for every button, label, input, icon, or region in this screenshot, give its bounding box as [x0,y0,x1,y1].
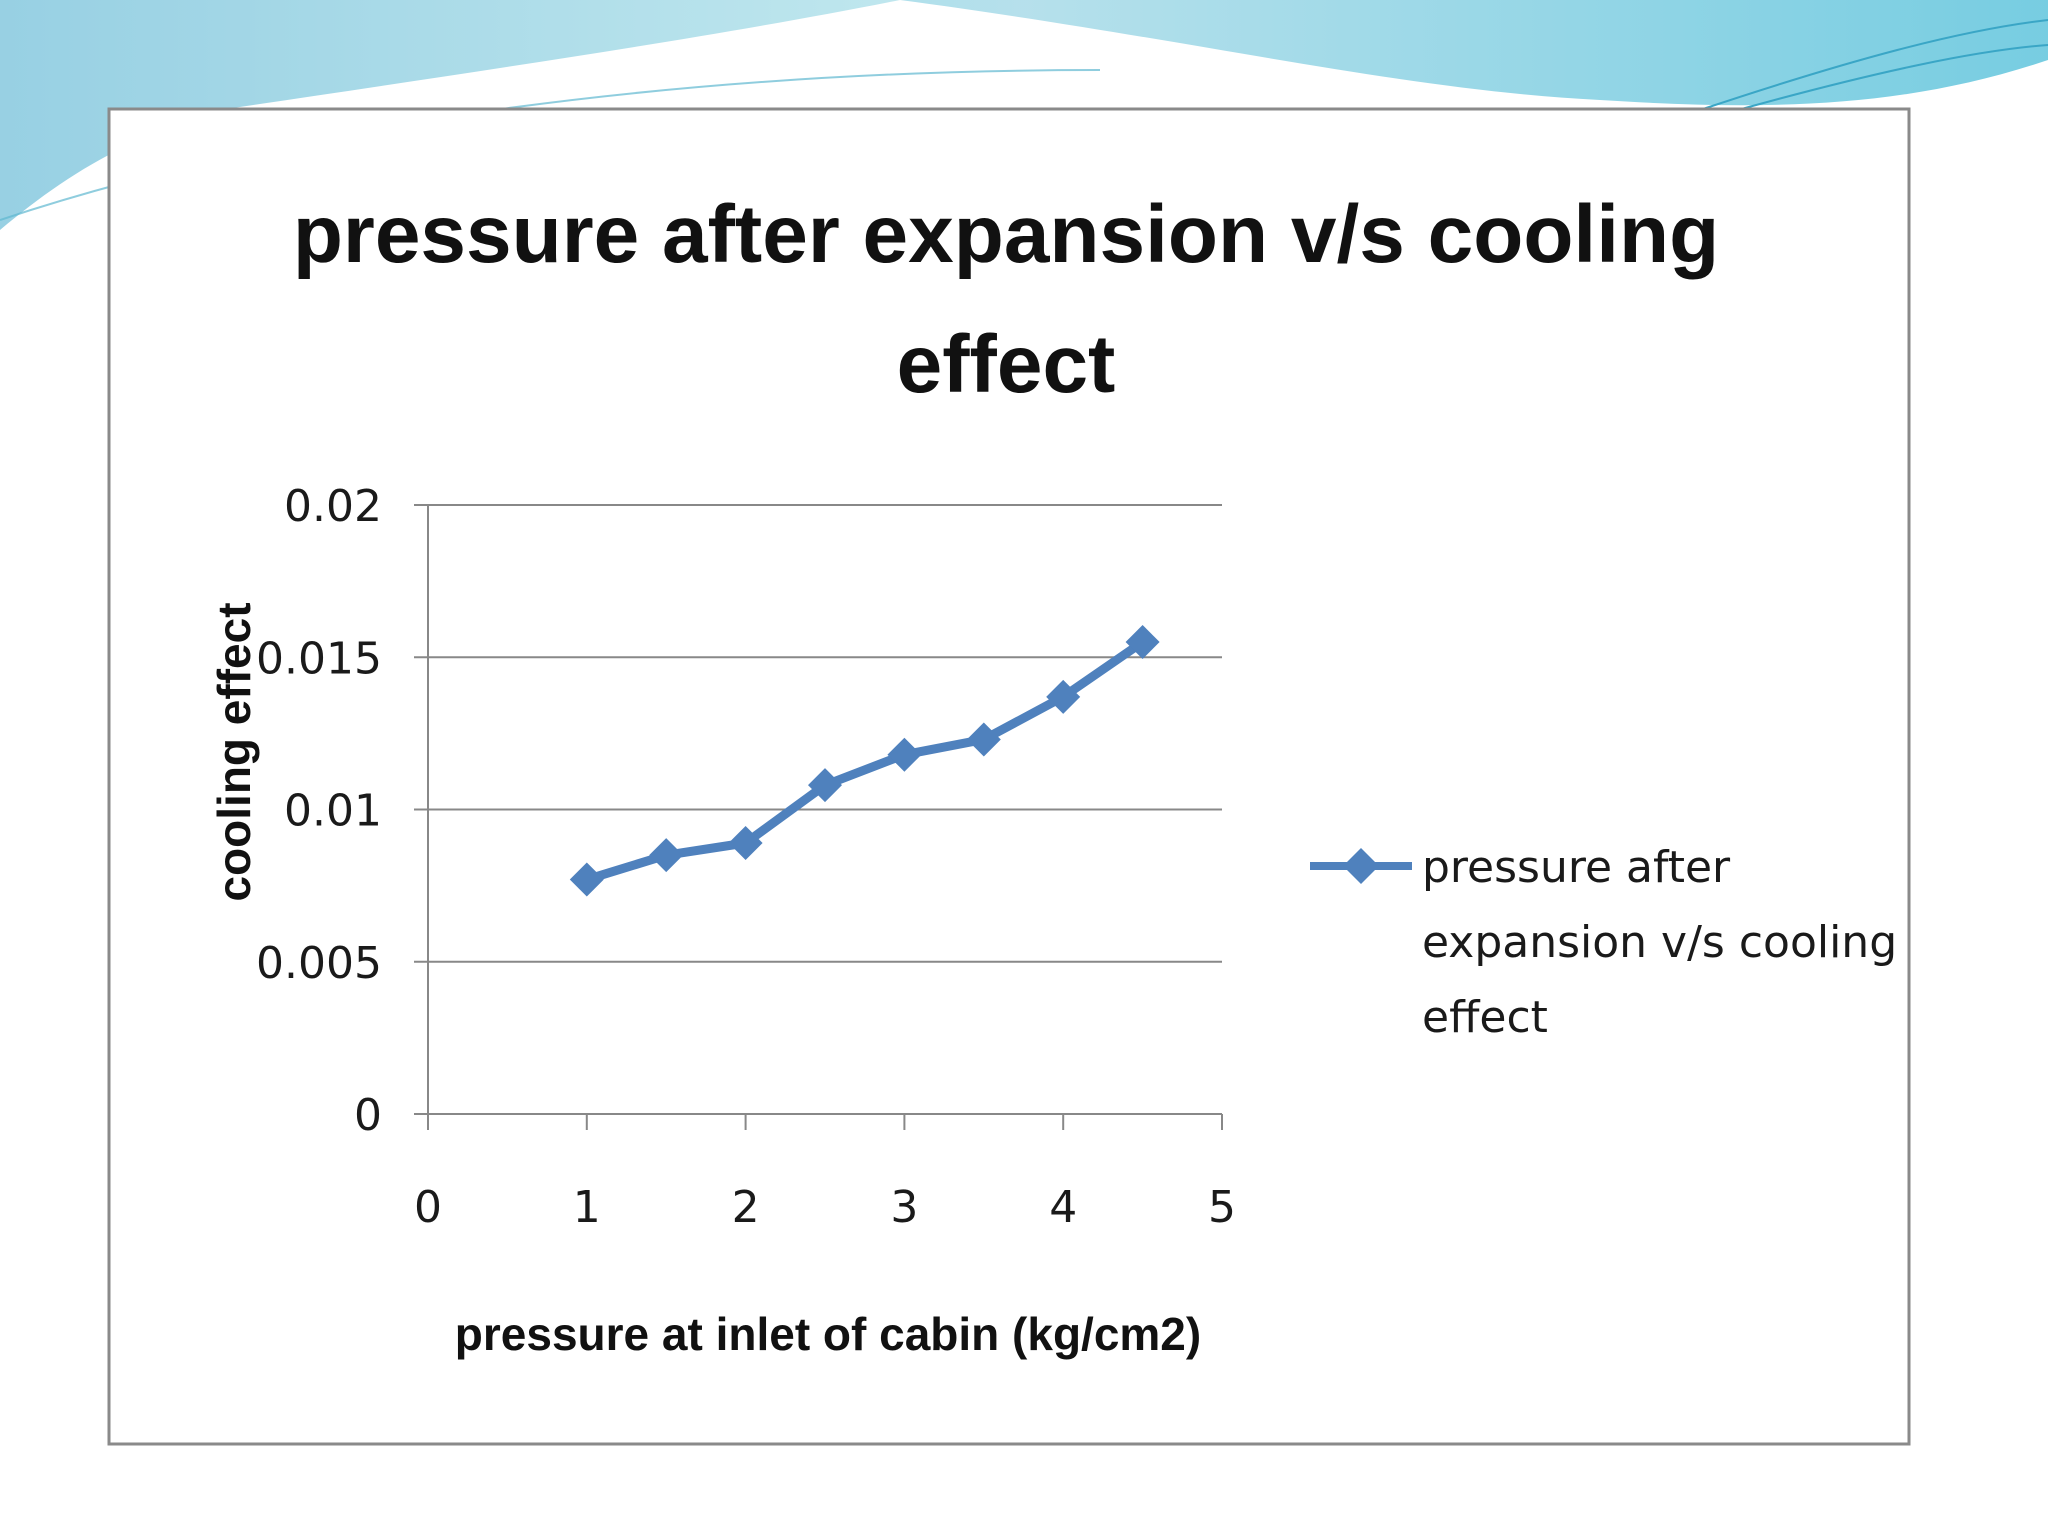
data-point-marker [569,862,604,897]
y-tick-labels: 0 0.005 0.01 0.015 0.02 [256,481,382,1141]
wave-shape-top [0,0,2048,106]
wave-shape-left [0,0,900,230]
gridlines [414,504,1222,963]
legend-label-line-1: pressure after [1422,842,1731,893]
data-point-marker [808,768,842,803]
y-axis-title: cooling effect [208,602,260,901]
legend-diamond-marker [1343,848,1379,884]
data-point-marker [649,838,684,873]
x-tick-label: 0 [414,1182,442,1233]
data-point-marker [887,737,922,772]
chart-title-line-2: effect [897,319,1116,410]
chart-title-line-1: pressure after expansion v/s cooling [293,189,1719,280]
x-tick-label: 5 [1208,1182,1236,1233]
x-axis-title: pressure at inlet of cabin (kg/cm2) [455,1308,1201,1360]
legend: pressure after expansion v/s cooling eff… [1310,842,1897,1043]
y-tick-label: 0.01 [284,786,382,837]
axes [414,505,1223,1130]
y-tick-label: 0.02 [284,481,382,532]
data-point-marker [728,825,763,860]
data-point-marker [1046,679,1081,714]
x-tick-labels: 0 1 2 3 4 5 [414,1182,1236,1233]
data-point-marker [966,722,1001,757]
x-tick-label: 3 [890,1182,918,1233]
y-tick-label: 0 [354,1090,382,1141]
x-tick-label: 4 [1049,1182,1077,1233]
x-tick-label: 2 [732,1182,760,1233]
wave-line-2 [1699,19,2048,111]
data-series [569,625,1160,897]
x-tick-label: 1 [573,1182,601,1233]
data-point-marker [1125,625,1160,660]
chart-frame [107,107,1911,1446]
y-tick-label: 0.005 [256,938,382,989]
legend-label-line-2: expansion v/s cooling [1422,917,1897,968]
legend-label-line-3: effect [1422,992,1548,1043]
y-tick-label: 0.015 [256,633,382,684]
wave-line-3 [1719,44,2048,116]
